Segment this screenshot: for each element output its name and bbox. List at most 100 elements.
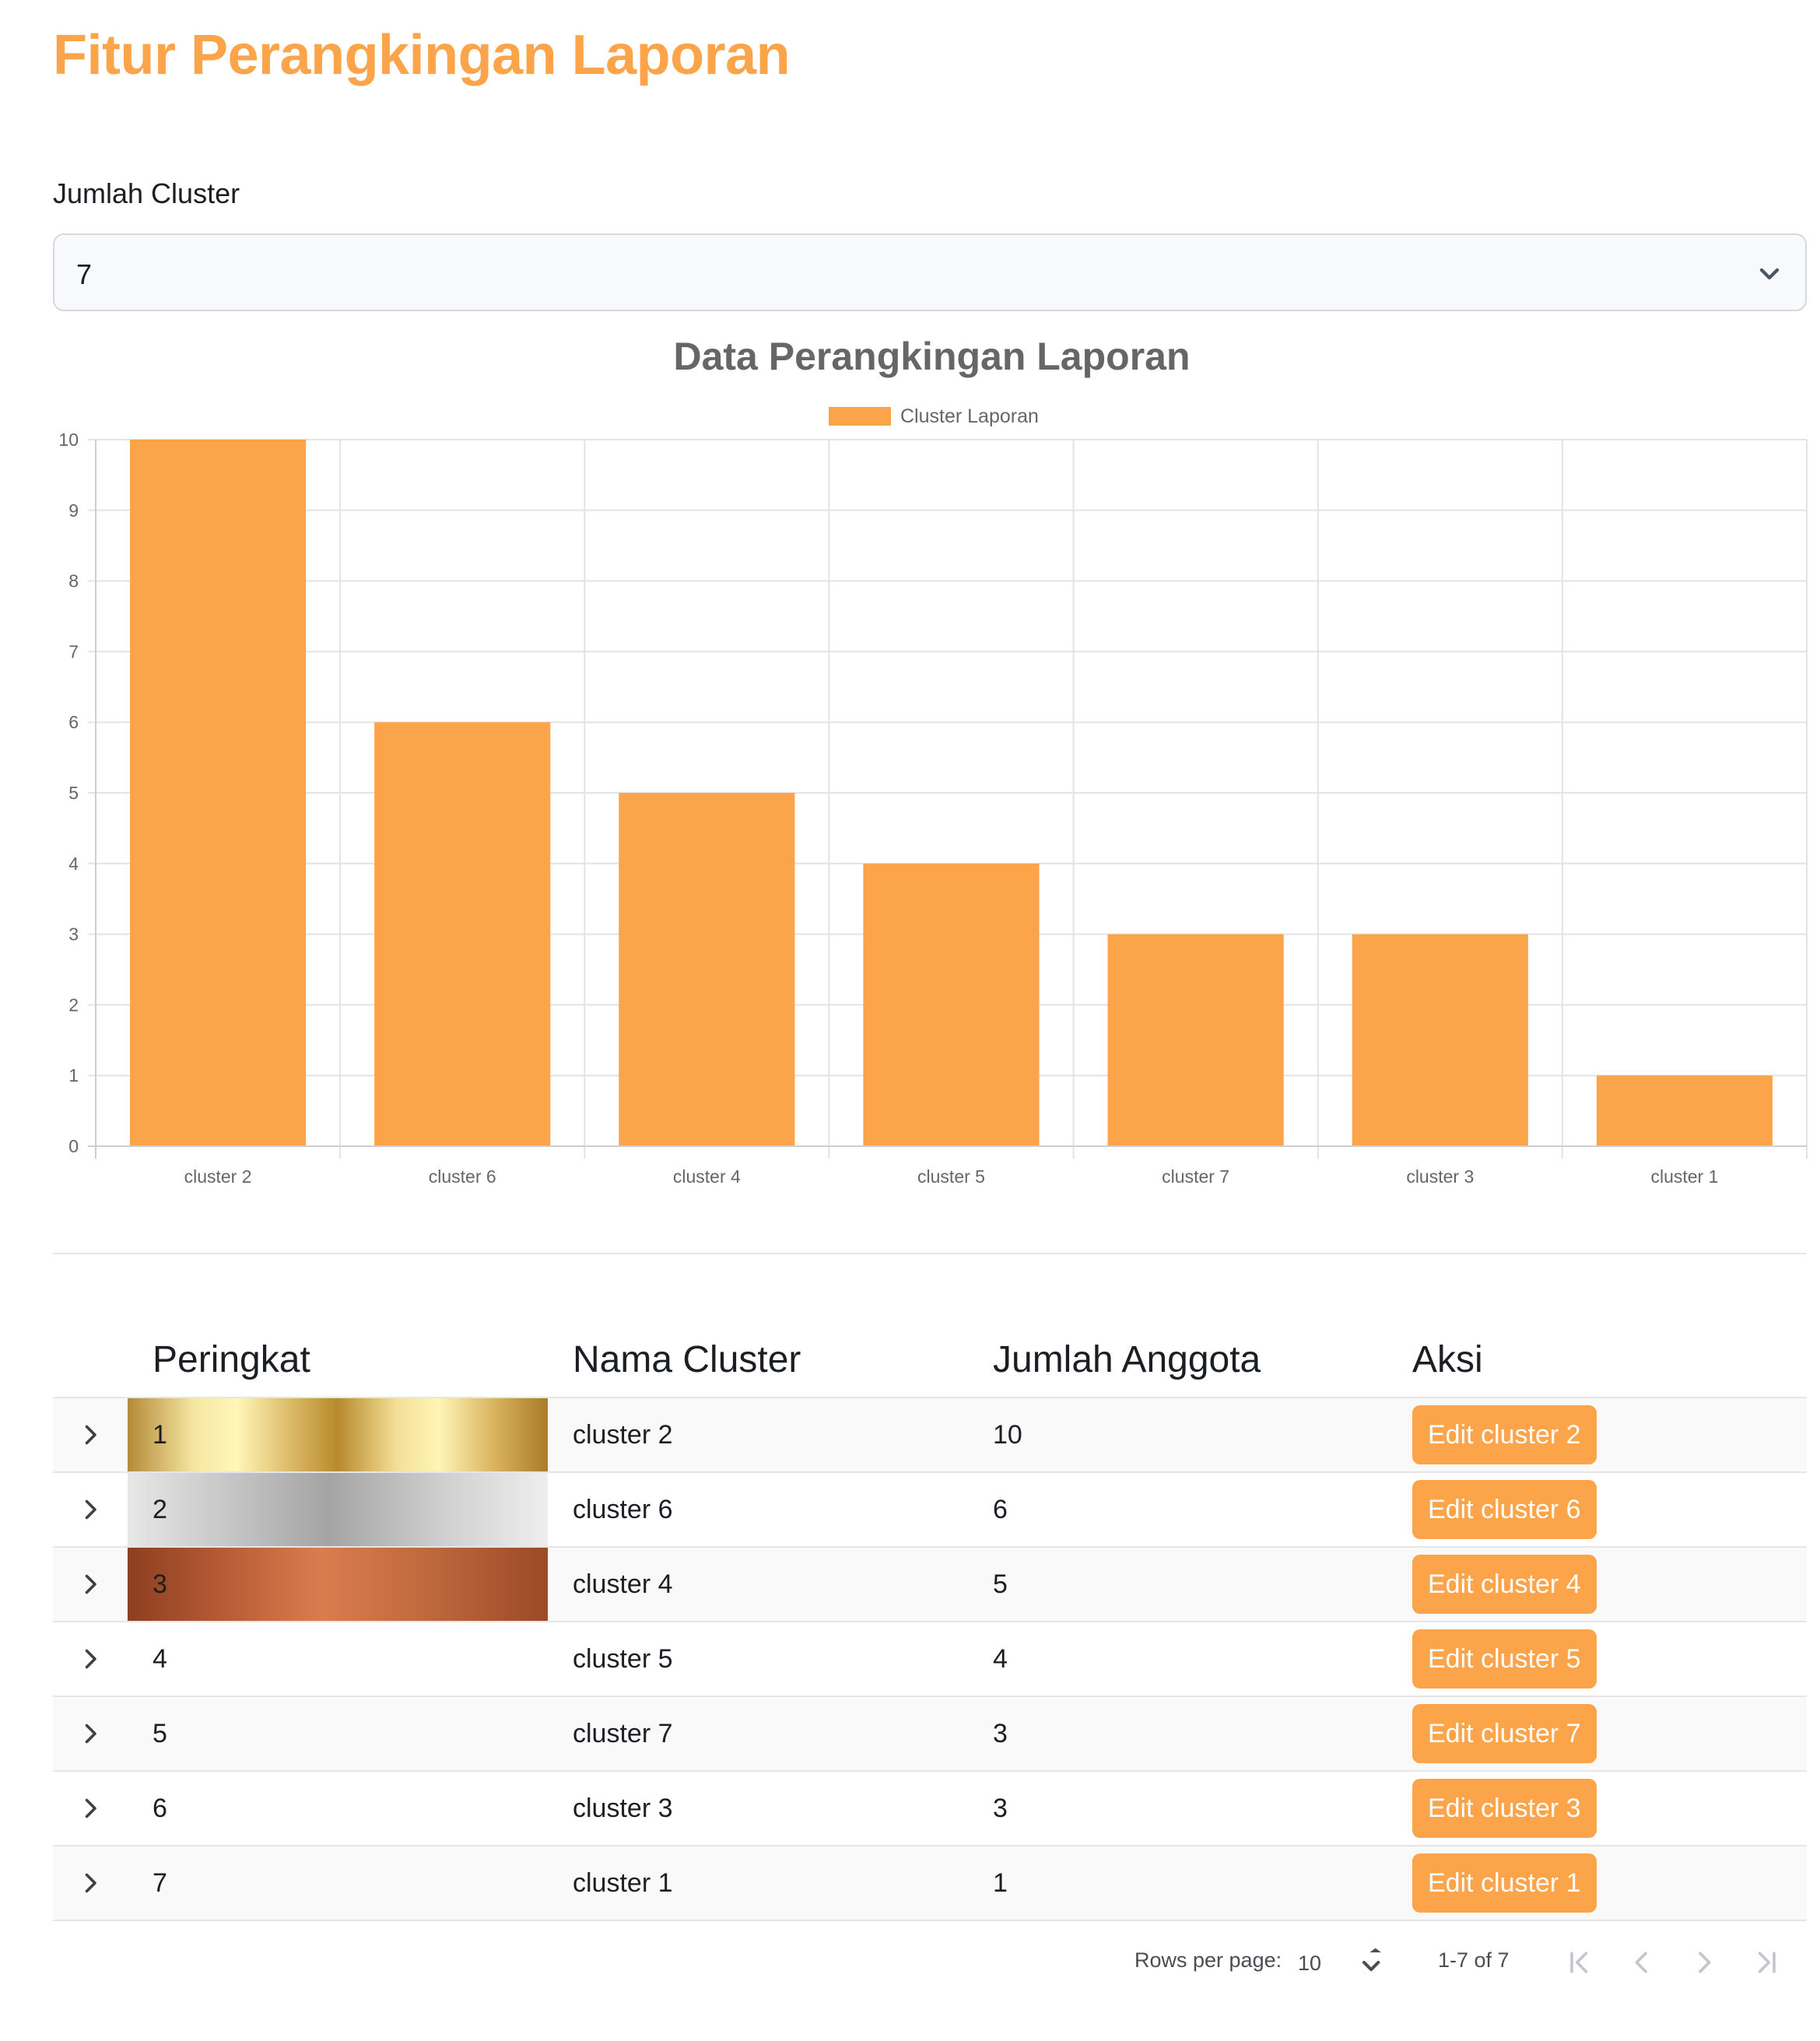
- previous-page-icon[interactable]: [1626, 1947, 1657, 1978]
- legend-label: Cluster Laporan: [900, 405, 1039, 427]
- y-tick-label: 9: [68, 500, 79, 521]
- cluster-name: cluster 7: [573, 1719, 673, 1748]
- bar-cluster-4: [619, 793, 795, 1146]
- table-body: 1 cluster 2 10 Edit cluster 2 2 cluster 6 6 Edi…: [53, 1398, 1807, 1921]
- section-divider: [53, 1253, 1807, 1254]
- member-count: 3: [993, 1794, 1008, 1823]
- first-page-icon[interactable]: [1564, 1947, 1595, 1978]
- chevron-right-icon[interactable]: [76, 1869, 104, 1897]
- cluster-count-select[interactable]: 7: [53, 233, 1807, 311]
- y-tick-label: 8: [68, 571, 79, 591]
- bar-cluster-1: [1596, 1075, 1773, 1146]
- y-tick-label: 6: [68, 712, 79, 732]
- x-tick-label: cluster 5: [917, 1166, 985, 1187]
- table-row: 4 cluster 5 4 Edit cluster 5: [53, 1622, 1807, 1697]
- y-tick-label: 10: [58, 430, 79, 450]
- x-tick-label: cluster 1: [1650, 1166, 1718, 1187]
- chevron-down-icon: [1759, 268, 1780, 280]
- y-tick-label: 4: [68, 854, 79, 874]
- cluster-name: cluster 5: [573, 1644, 673, 1674]
- edit-cluster-button[interactable]: Edit cluster 5: [1412, 1629, 1597, 1689]
- rank-cell: 2: [128, 1473, 548, 1546]
- last-page-icon[interactable]: [1751, 1947, 1782, 1978]
- y-tick-label: 3: [68, 924, 79, 945]
- rank-value: 3: [153, 1569, 167, 1599]
- x-tick-label: cluster 6: [429, 1166, 496, 1187]
- rank-cell: 7: [128, 1846, 548, 1920]
- chevron-right-icon[interactable]: [76, 1570, 104, 1598]
- y-tick-label: 2: [68, 994, 79, 1015]
- header-rank: Peringkat: [153, 1339, 310, 1380]
- page-title: Fitur Perangkingan Laporan: [53, 24, 791, 86]
- bar-cluster-6: [374, 722, 551, 1146]
- y-tick-label: 5: [68, 783, 79, 803]
- chevron-down-icon[interactable]: [1355, 1945, 1390, 1980]
- next-page-icon[interactable]: [1688, 1947, 1720, 1978]
- bar-cluster-3: [1352, 934, 1528, 1146]
- chevron-right-icon[interactable]: [76, 1720, 104, 1748]
- chevron-right-icon[interactable]: [76, 1645, 104, 1673]
- cluster-name: cluster 1: [573, 1868, 673, 1898]
- y-tick-label: 0: [68, 1136, 79, 1156]
- edit-cluster-button[interactable]: Edit cluster 7: [1412, 1704, 1597, 1763]
- x-tick-label: cluster 4: [673, 1166, 741, 1187]
- bar-cluster-2: [129, 440, 307, 1146]
- ranking-chart-svg: Data Perangkingan Laporan Cluster Laporan…: [58, 335, 1808, 1187]
- legend-swatch: [829, 407, 891, 426]
- edit-cluster-button[interactable]: Edit cluster 4: [1412, 1555, 1597, 1614]
- x-tick-label: cluster 3: [1406, 1166, 1474, 1187]
- cluster-name: cluster 6: [573, 1495, 673, 1524]
- table-header: Peringkat Nama Cluster Jumlah Anggota Ak…: [53, 1323, 1807, 1398]
- x-tick-label: cluster 7: [1162, 1166, 1229, 1187]
- rank-value: 7: [153, 1868, 167, 1898]
- cluster-name: cluster 2: [573, 1420, 673, 1450]
- rank-cell: 3: [128, 1548, 548, 1621]
- edit-cluster-button[interactable]: Edit cluster 1: [1412, 1853, 1597, 1913]
- rank-value: 2: [153, 1495, 167, 1524]
- table-row: 6 cluster 3 3 Edit cluster 3: [53, 1772, 1807, 1846]
- cluster-count-value: 7: [76, 258, 93, 290]
- cluster-count-label: Jumlah Cluster: [53, 177, 240, 209]
- member-count: 10: [993, 1420, 1022, 1450]
- page-range: 1-7 of 7: [1438, 1948, 1510, 1972]
- table-row: 7 cluster 1 1 Edit cluster 1: [53, 1846, 1807, 1921]
- table-row: 5 cluster 7 3 Edit cluster 7: [53, 1697, 1807, 1772]
- header-action: Aksi: [1412, 1339, 1483, 1380]
- table-row: 2 cluster 6 6 Edit cluster 6: [53, 1473, 1807, 1548]
- rank-value: 5: [153, 1719, 167, 1748]
- edit-cluster-button[interactable]: Edit cluster 2: [1412, 1405, 1597, 1464]
- y-tick-label: 1: [68, 1065, 79, 1085]
- rank-value: 1: [153, 1420, 167, 1450]
- chevron-right-icon[interactable]: [76, 1496, 104, 1524]
- edit-cluster-button[interactable]: Edit cluster 6: [1412, 1480, 1597, 1539]
- header-member-count: Jumlah Anggota: [993, 1339, 1261, 1380]
- pagination: Rows per page: 10 1-7 of 7: [0, 1930, 1820, 1992]
- rank-cell: 1: [128, 1398, 548, 1471]
- bar-cluster-5: [863, 863, 1040, 1146]
- y-tick-label: 7: [68, 641, 79, 661]
- chart-title: Data Perangkingan Laporan: [673, 335, 1190, 378]
- rows-per-page-select[interactable]: 10: [1298, 1952, 1322, 1975]
- member-count: 4: [993, 1644, 1008, 1674]
- table-row: 1 cluster 2 10 Edit cluster 2: [53, 1398, 1807, 1473]
- member-count: 5: [993, 1569, 1008, 1599]
- rank-cell: 5: [128, 1697, 548, 1770]
- member-count: 1: [993, 1868, 1008, 1898]
- x-tick-label: cluster 2: [184, 1166, 252, 1187]
- cluster-name: cluster 3: [573, 1794, 673, 1823]
- member-count: 6: [993, 1495, 1008, 1524]
- header-cluster-name: Nama Cluster: [573, 1339, 801, 1380]
- ranking-chart: Data Perangkingan Laporan Cluster Laporan…: [0, 319, 1820, 1206]
- member-count: 3: [993, 1719, 1008, 1748]
- edit-cluster-button[interactable]: Edit cluster 3: [1412, 1779, 1597, 1838]
- chevron-right-icon[interactable]: [76, 1794, 104, 1822]
- chevron-right-icon[interactable]: [76, 1421, 104, 1449]
- table-row: 3 cluster 4 5 Edit cluster 4: [53, 1548, 1807, 1622]
- cluster-name: cluster 4: [573, 1569, 673, 1599]
- rows-per-page-label: Rows per page:: [1134, 1948, 1282, 1972]
- rank-value: 6: [153, 1794, 167, 1823]
- bar-cluster-7: [1107, 934, 1284, 1146]
- rank-cell: 6: [128, 1772, 548, 1845]
- ranking-table: Peringkat Nama Cluster Jumlah Anggota Ak…: [53, 1323, 1807, 1921]
